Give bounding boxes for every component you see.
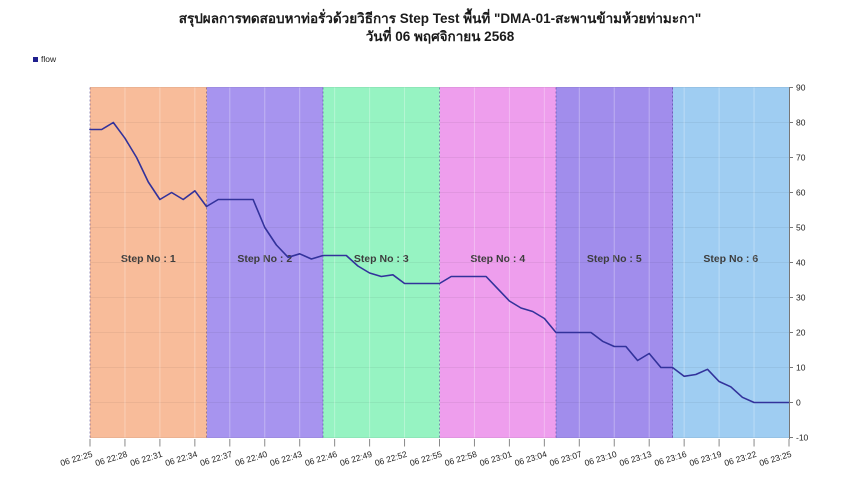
step-band-label-2: Step No : 2 — [237, 253, 293, 265]
legend: flow — [33, 54, 56, 64]
legend-marker-icon — [33, 56, 38, 62]
y-tick-label: 90 — [796, 83, 806, 93]
y-tick-label: -10 — [796, 433, 809, 443]
legend-label: flow — [41, 54, 57, 64]
chart-title-line2: วันที่ 06 พฤศจิกายน 2568 — [365, 29, 515, 45]
x-tick-label: 06 23:01 — [478, 449, 513, 468]
y-tick-label: 80 — [796, 118, 806, 128]
step-band-label-1: Step No : 1 — [120, 253, 176, 265]
y-tick-label: 20 — [796, 328, 806, 338]
x-tick-label: 06 23:16 — [653, 449, 688, 468]
x-tick-label: 06 22:46 — [304, 449, 339, 468]
y-tick-label: 10 — [796, 363, 806, 373]
x-tick-label: 06 22:40 — [234, 449, 269, 468]
x-tick-label: 06 23:25 — [758, 449, 793, 468]
step-band-4: Step No : 4 — [439, 87, 556, 438]
step-band-label-4: Step No : 4 — [470, 253, 526, 265]
x-tick-label: 06 23:07 — [548, 449, 583, 468]
step-band-3: Step No : 3 — [323, 87, 440, 438]
x-tick-label: 06 22:43 — [269, 449, 304, 468]
flow-line — [89, 121, 790, 404]
x-tick-label: 06 22:37 — [199, 449, 234, 468]
y-tick-label: 60 — [796, 188, 806, 198]
chart-title-line1: สรุปผลการทดสอบหาท่อรั่วด้วยวิธีการ Step … — [178, 11, 702, 26]
step-band-label-3: Step No : 3 — [353, 253, 409, 265]
y-tick-label: 0 — [796, 398, 801, 408]
x-tick-label: 06 22:58 — [443, 449, 478, 468]
x-tick-label: 06 22:28 — [94, 449, 129, 468]
x-tick-label: 06 22:31 — [129, 449, 164, 468]
step-band-label-5: Step No : 5 — [586, 253, 642, 265]
y-tick-label: 50 — [796, 223, 806, 233]
step-band-1: Step No : 1 — [90, 87, 207, 438]
step-band-2: Step No : 2 — [206, 87, 323, 438]
y-tick-label: 70 — [796, 153, 806, 163]
step-band-label-6: Step No : 6 — [703, 253, 759, 265]
x-tick-label: 06 22:34 — [164, 449, 199, 468]
x-tick-label: 06 22:49 — [339, 449, 374, 468]
step-band-6: Step No : 6 — [672, 87, 789, 438]
chart-title: สรุปผลการทดสอบหาท่อรั่วด้วยวิธีการ Step … — [26, 10, 854, 46]
y-tick-label: 40 — [796, 258, 806, 268]
x-tick-label: 06 23:04 — [513, 449, 548, 468]
x-tick-label: 06 22:55 — [409, 449, 444, 468]
x-tick-label: 06 23:19 — [688, 449, 723, 468]
x-tick-label: 06 22:52 — [374, 449, 409, 468]
step-band-5: Step No : 5 — [556, 87, 673, 438]
x-tick-label: 06 23:22 — [723, 449, 758, 468]
x-tick-label: 06 22:25 — [59, 449, 94, 468]
x-tick-label: 06 23:10 — [583, 449, 618, 468]
y-tick-label: 30 — [796, 293, 806, 303]
x-tick-label: 06 23:13 — [618, 449, 653, 468]
